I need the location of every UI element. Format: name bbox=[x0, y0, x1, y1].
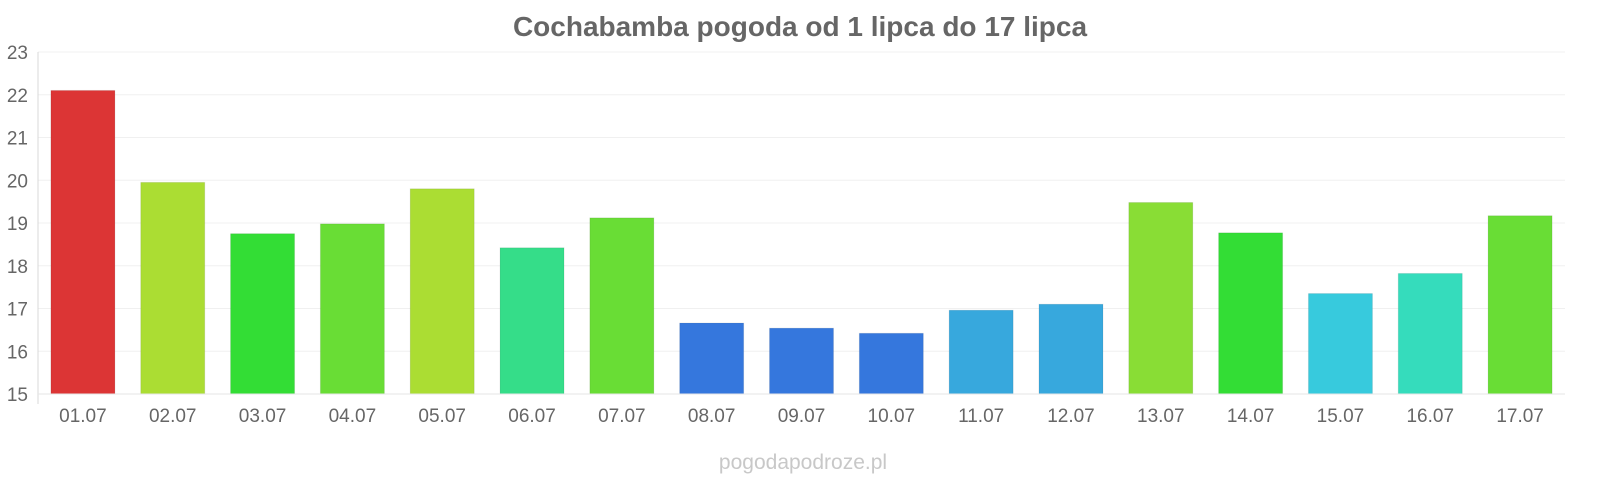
x-tick-label: 05.07 bbox=[418, 406, 466, 427]
y-tick-label: 16 bbox=[7, 342, 28, 363]
x-tick-label: 15.07 bbox=[1317, 406, 1365, 427]
x-tick-label: 17.07 bbox=[1496, 406, 1544, 427]
y-tick-label: 18 bbox=[7, 257, 28, 278]
bar-08.07 bbox=[679, 322, 745, 395]
x-tick-label: 13.07 bbox=[1137, 406, 1185, 427]
y-tick-label: 21 bbox=[7, 129, 28, 150]
x-tick-label: 14.07 bbox=[1227, 406, 1275, 427]
y-tick-label: 15 bbox=[7, 385, 28, 406]
bar-12.07 bbox=[1038, 303, 1104, 395]
bar-16.07 bbox=[1397, 272, 1463, 395]
y-tick-label: 19 bbox=[7, 214, 28, 235]
x-tick-label: 09.07 bbox=[778, 406, 826, 427]
bar-05.07 bbox=[409, 188, 475, 395]
x-tick-label: 12.07 bbox=[1047, 406, 1095, 427]
bar-13.07 bbox=[1128, 201, 1194, 395]
x-tick-label: 16.07 bbox=[1406, 406, 1454, 427]
bars bbox=[50, 89, 1553, 395]
bar-11.07 bbox=[948, 309, 1014, 395]
x-tick-label: 01.07 bbox=[59, 406, 107, 427]
bar-01.07 bbox=[50, 89, 116, 395]
x-tick-label: 10.07 bbox=[868, 406, 916, 427]
bar-10.07 bbox=[858, 332, 924, 395]
bar-09.07 bbox=[769, 327, 834, 395]
watermark: pogodapodroze.pl bbox=[719, 451, 887, 474]
bar-14.07 bbox=[1218, 232, 1284, 395]
x-tick-label: 02.07 bbox=[149, 406, 197, 427]
y-axis: 15 16 17 18 19 20 21 22 23 bbox=[7, 43, 39, 406]
bar-06.07 bbox=[499, 247, 565, 395]
bar-04.07 bbox=[319, 223, 385, 395]
y-tick-label: 20 bbox=[7, 171, 28, 192]
bar-07.07 bbox=[589, 217, 655, 395]
chart-title: Cochabamba pogoda od 1 lipca do 17 lipca bbox=[513, 11, 1088, 42]
bar-15.07 bbox=[1307, 293, 1373, 395]
bar-02.07 bbox=[140, 181, 206, 395]
y-tick-label: 17 bbox=[7, 300, 28, 321]
x-tick-label: 04.07 bbox=[329, 406, 377, 427]
x-tick-label: 06.07 bbox=[508, 406, 556, 427]
x-tick-label: 03.07 bbox=[239, 406, 287, 427]
y-tick-label: 23 bbox=[7, 43, 28, 64]
x-tick-label: 08.07 bbox=[688, 406, 736, 427]
x-tick-label: 07.07 bbox=[598, 406, 646, 427]
bar-03.07 bbox=[230, 233, 296, 395]
y-tick-label: 22 bbox=[7, 86, 28, 107]
x-tick-label: 11.07 bbox=[958, 406, 1004, 427]
x-axis: 01.07 02.07 03.07 04.07 05.07 06.07 07.07 08.07… bbox=[38, 393, 1565, 427]
bar-17.07 bbox=[1487, 215, 1553, 395]
